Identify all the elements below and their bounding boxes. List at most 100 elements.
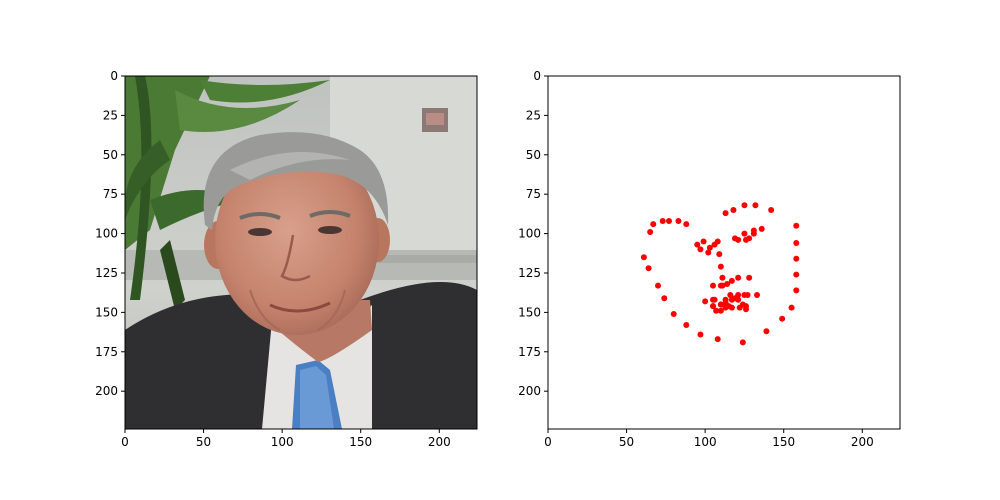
- landmark-x-tick-label: 0: [544, 435, 552, 449]
- landmark-point: [793, 222, 800, 229]
- photo-axes-frame: [124, 75, 478, 430]
- landmark-axes-frame: [547, 75, 901, 430]
- landmark-y-tick-label: 25: [526, 108, 541, 122]
- landmark-point: [694, 241, 701, 248]
- photo-y-tick-label: 125: [95, 266, 118, 280]
- landmark-point: [744, 292, 751, 299]
- photo-panel: 0 50 100 150 200 0 25 50 75 100 125 150 175 200: [95, 69, 478, 449]
- landmark-point: [713, 307, 720, 314]
- landmark-point: [739, 339, 746, 346]
- landmark-point: [779, 315, 786, 322]
- landmark-point: [728, 296, 735, 303]
- landmark-point: [793, 240, 800, 247]
- landmark-point: [768, 206, 775, 213]
- landmark-point: [661, 295, 668, 302]
- landmark-y-axis: 0 25 50 75 100 125 150 175 200: [518, 69, 548, 398]
- landmark-point: [752, 202, 759, 209]
- landmark-point: [750, 230, 757, 237]
- landmark-point: [717, 301, 724, 308]
- landmark-x-axis: 0 50 100 150 200: [544, 429, 874, 449]
- landmark-point: [670, 310, 677, 317]
- landmark-point: [710, 296, 716, 303]
- landmark-point: [728, 277, 735, 284]
- landmark-point: [710, 282, 716, 289]
- landmark-point: [705, 249, 712, 256]
- photo-x-tick-label: 100: [271, 435, 294, 449]
- landmark-y-tick-label: 175: [518, 345, 541, 359]
- landmark-point: [697, 331, 704, 338]
- photo-x-tick-label: 50: [196, 435, 211, 449]
- landmark-point: [735, 236, 742, 243]
- landmark-point: [746, 235, 753, 242]
- landmark-point: [697, 246, 704, 253]
- landmark-point: [683, 221, 690, 228]
- photo-x-axis: 0 50 100 150 200: [121, 429, 451, 449]
- landmark-points: [640, 202, 800, 346]
- landmark-x-tick-label: 50: [619, 435, 634, 449]
- landmark-point: [711, 241, 718, 248]
- landmark-y-tick-label: 200: [518, 384, 541, 398]
- landmark-point: [706, 244, 713, 251]
- landmark-point: [717, 282, 724, 289]
- landmark-point: [714, 336, 721, 343]
- photo-y-tick-label: 150: [95, 305, 118, 319]
- photo-y-tick-label: 100: [95, 227, 118, 241]
- landmark-point: [736, 304, 743, 311]
- photo-y-tick-label: 25: [103, 108, 118, 122]
- landmark-point: [758, 225, 765, 232]
- landmark-point: [659, 217, 666, 224]
- landmark-point: [650, 221, 657, 228]
- photo-y-axis: 0 25 50 75 100 125 150 175 200: [95, 69, 125, 398]
- landmark-point: [717, 263, 724, 270]
- landmark-y-tick-label: 125: [518, 266, 541, 280]
- landmark-point: [717, 307, 724, 314]
- landmark-point: [793, 255, 800, 262]
- photo-y-tick-label: 75: [103, 187, 118, 201]
- landmark-x-tick-label: 150: [772, 435, 795, 449]
- landmark-point: [735, 296, 742, 303]
- landmark-point: [788, 304, 795, 311]
- landmark-point: [746, 274, 753, 281]
- landmark-x-tick-label: 200: [851, 435, 874, 449]
- landmark-x-tick-label: 100: [694, 435, 717, 449]
- landmark-point: [647, 229, 654, 236]
- landmark-point: [716, 251, 723, 258]
- photo-x-tick-label: 0: [121, 435, 129, 449]
- landmark-panel: 0 50 100 150 200 0 25 50 75 100 125 150 175 200: [518, 69, 901, 449]
- landmark-point: [793, 287, 800, 294]
- photo-y-tick-label: 0: [110, 69, 118, 83]
- landmark-point: [743, 306, 749, 313]
- landmark-point: [725, 303, 732, 310]
- landmark-point: [675, 217, 682, 224]
- landmark-point: [724, 281, 731, 288]
- landmark-point: [763, 328, 770, 335]
- landmark-point: [655, 282, 661, 289]
- landmark-point: [741, 202, 748, 209]
- landmark-point: [666, 217, 672, 224]
- landmark-point: [735, 274, 742, 281]
- landmark-point: [719, 274, 726, 281]
- landmark-y-tick-label: 100: [518, 227, 541, 241]
- landmark-point: [702, 298, 709, 305]
- landmark-point: [727, 292, 734, 299]
- landmark-point: [722, 210, 729, 217]
- photo-y-tick-label: 50: [103, 148, 118, 162]
- landmark-y-tick-label: 75: [526, 187, 541, 201]
- landmark-y-tick-label: 0: [533, 69, 541, 83]
- landmark-point: [793, 271, 800, 278]
- landmark-point: [741, 230, 748, 237]
- landmark-y-tick-label: 50: [526, 148, 541, 162]
- landmark-point: [754, 292, 760, 299]
- photo-x-tick-label: 200: [428, 435, 451, 449]
- landmark-point: [645, 265, 652, 272]
- landmark-point: [700, 238, 707, 245]
- landmark-y-tick-label: 150: [518, 305, 541, 319]
- landmark-point: [640, 254, 647, 261]
- photo-x-tick-label: 150: [349, 435, 372, 449]
- landmark-point: [710, 303, 716, 310]
- photo-y-tick-label: 200: [95, 384, 118, 398]
- landmark-point: [735, 292, 742, 299]
- landmark-point: [683, 321, 690, 328]
- photo-y-tick-label: 175: [95, 345, 118, 359]
